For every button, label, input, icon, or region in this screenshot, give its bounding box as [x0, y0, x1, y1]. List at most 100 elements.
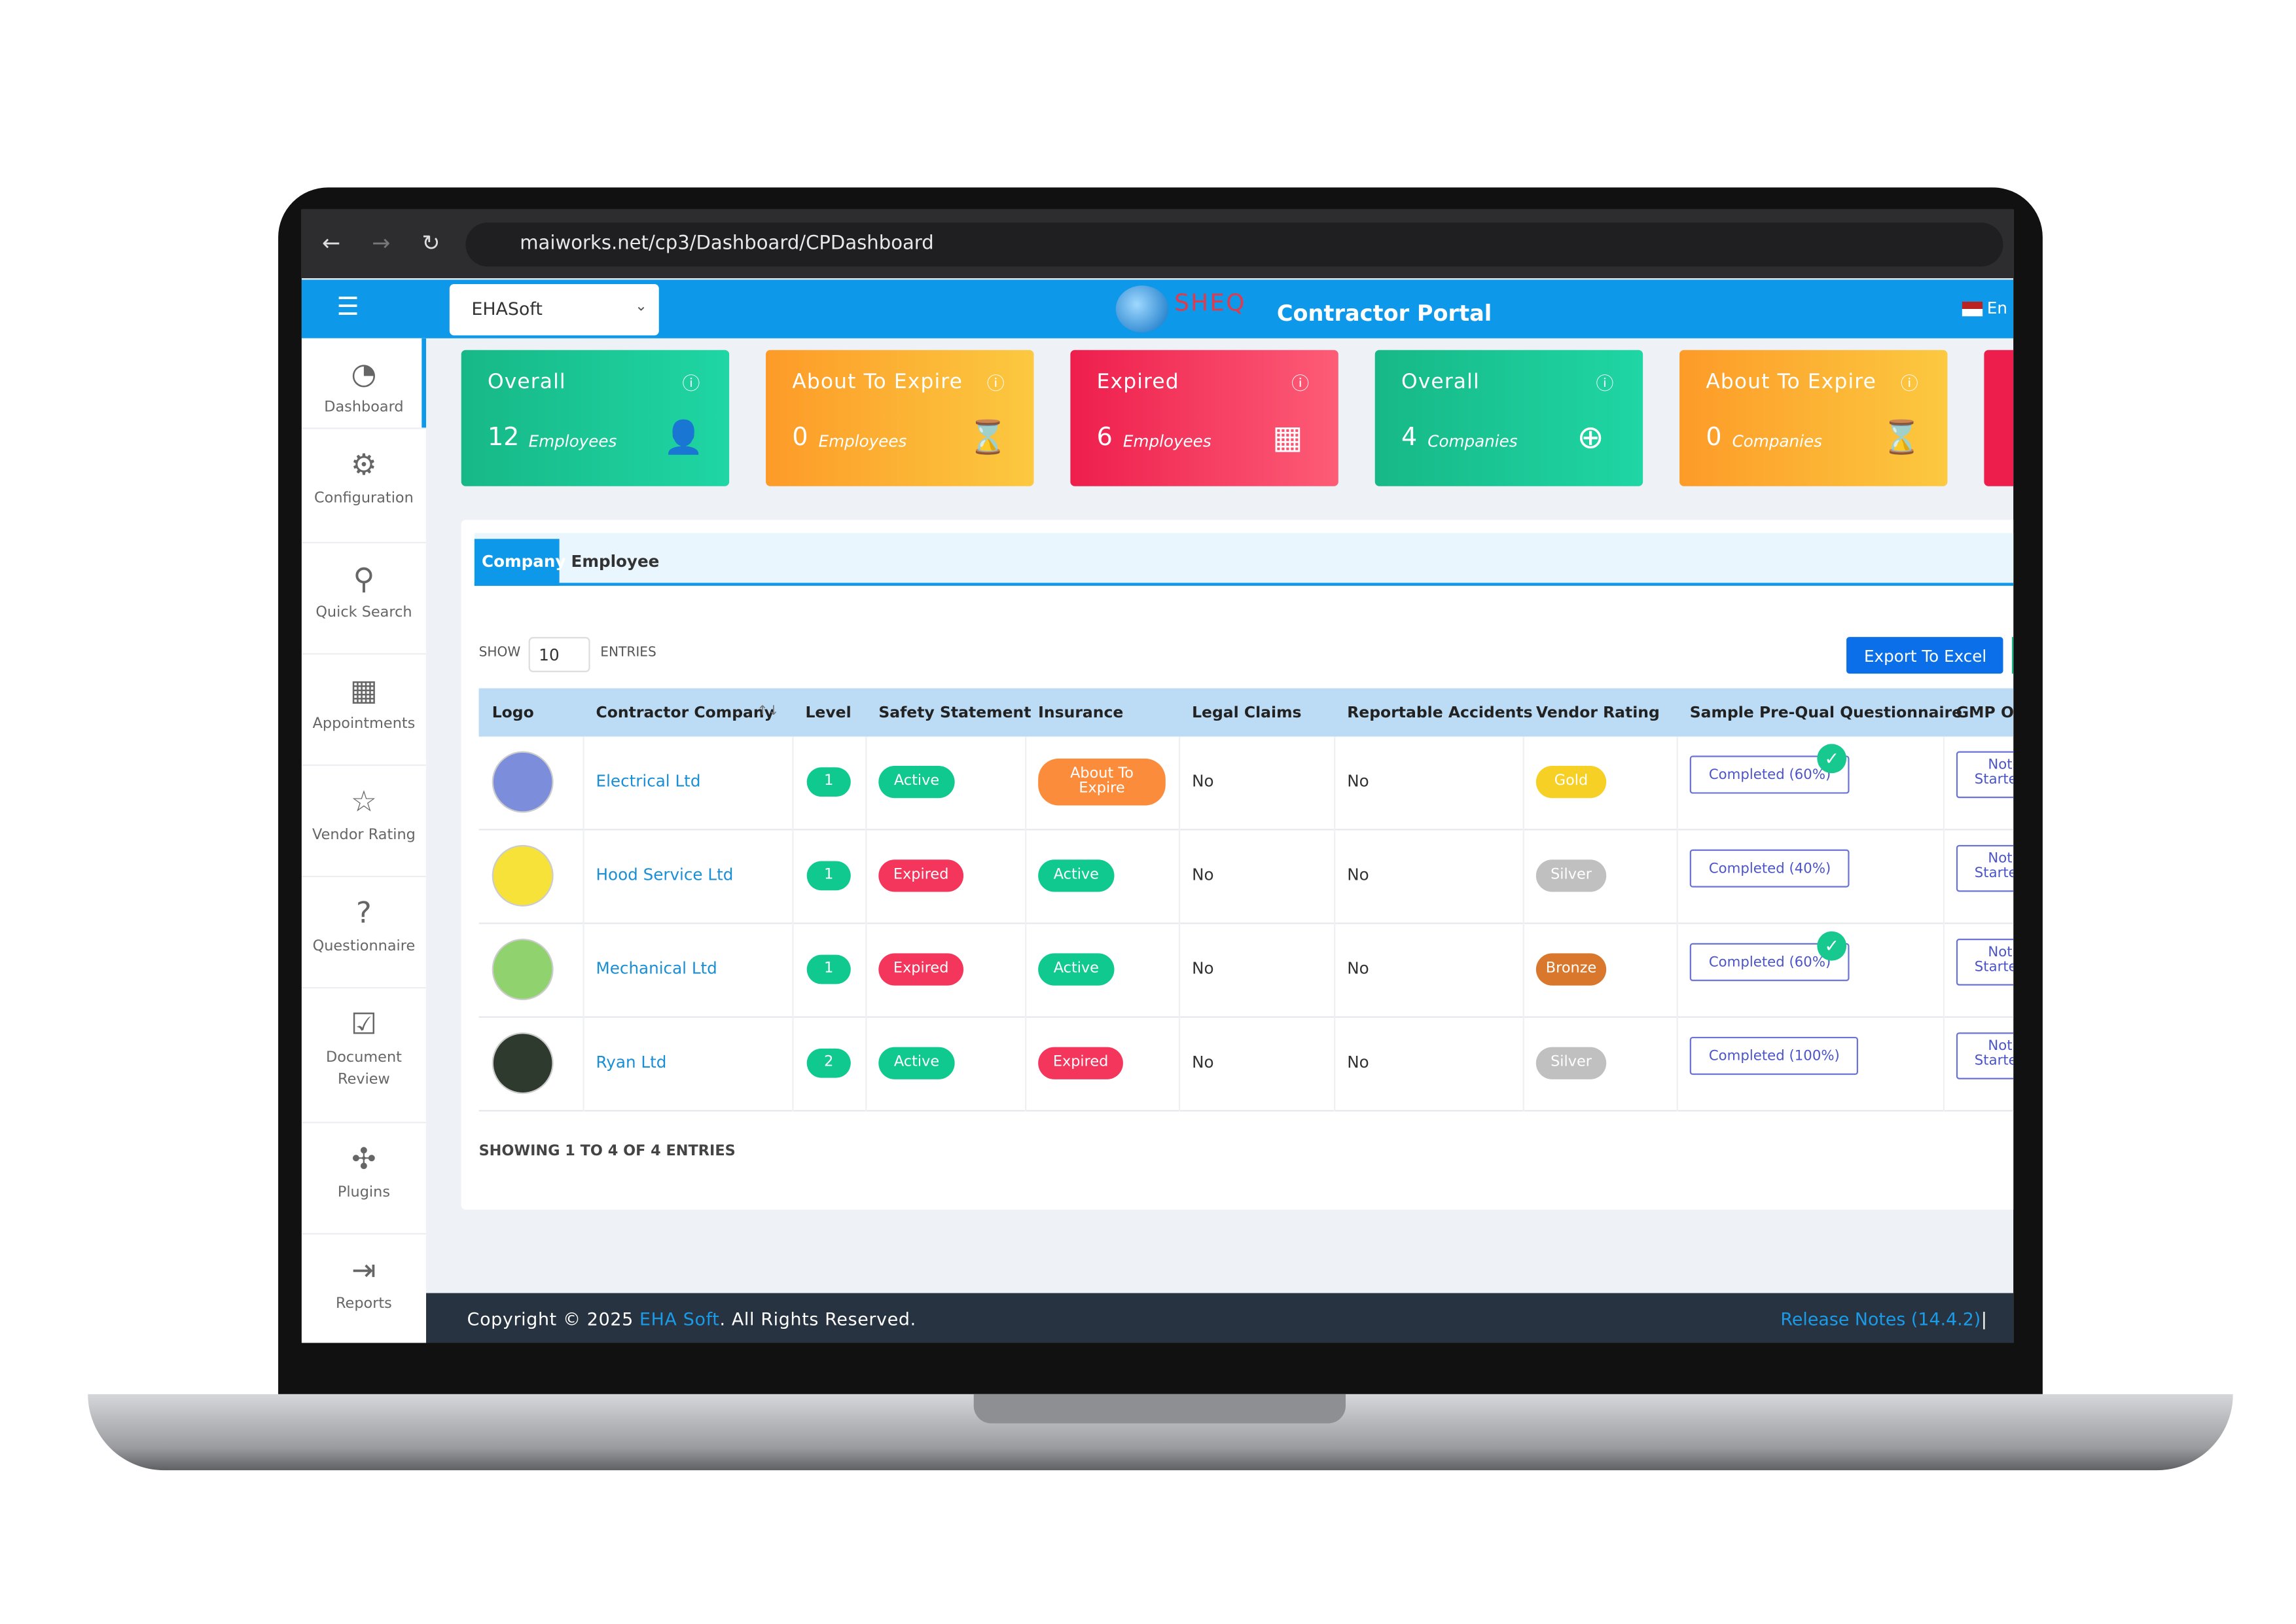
cell-divider — [1522, 736, 1524, 831]
rights: . All Rights Reserved. — [719, 1309, 916, 1330]
company-link[interactable]: EHA Soft — [639, 1309, 720, 1330]
nav-button[interactable]: ↻ — [422, 230, 440, 257]
sidebar-label: Vendor Rating — [312, 827, 416, 844]
sidebar-label: Configuration — [314, 490, 414, 507]
sidebar-item[interactable]: ✣ Plugins — [301, 1123, 427, 1235]
sidebar-item[interactable]: ⚲ Quick Search — [301, 543, 427, 655]
sidebar-item[interactable]: ☑ Document Review — [301, 988, 427, 1123]
company-link[interactable]: Hood Service Ltd — [596, 865, 734, 885]
select-text[interactable]: EHASoft — [471, 298, 543, 319]
cell-divider — [865, 736, 867, 831]
company-logo — [492, 939, 554, 1001]
entries-label: ENTRIES — [600, 645, 656, 660]
gmp-button[interactable]: Not Started — [1956, 1032, 2014, 1079]
reportable-accidents: No — [1347, 1053, 1369, 1072]
column-header[interactable]: Logo — [492, 704, 534, 722]
gmp-button[interactable]: Not Started — [1956, 939, 2014, 986]
questionnaire-button[interactable]: Completed (60%) — [1689, 755, 1850, 794]
cell-divider — [1676, 830, 1678, 924]
column-header[interactable]: Vendor Rating — [1535, 704, 1660, 722]
column-header[interactable]: Level — [805, 704, 852, 722]
column-header[interactable]: Insurance — [1038, 704, 1124, 722]
column-header[interactable]: Sample Pre-Qual Questionnaire — [1689, 704, 1963, 722]
sidebar-item[interactable]: ⚙ Configuration — [301, 429, 427, 544]
export-text[interactable]: Export To Excel — [1863, 647, 1987, 666]
company-link[interactable]: Mechanical Ltd — [596, 959, 717, 979]
column-header[interactable]: GMP OK — [1956, 704, 2014, 722]
url[interactable]: maiworks.net/cp3/Dashboard/CPDashboard — [520, 232, 934, 255]
questionnaire-button[interactable]: Completed (40%) — [1689, 849, 1850, 888]
level-badge: 1 — [806, 861, 851, 891]
export-button[interactable]: Export To Excel — [1846, 637, 2003, 674]
sidebar-item[interactable]: ▦ Appointments — [301, 655, 427, 767]
card-title: About To Expire — [1706, 370, 1876, 394]
gmp-button[interactable]: Not Started — [1956, 751, 2014, 799]
card-value: 4 — [1401, 423, 1418, 453]
card-value: 0 — [792, 423, 808, 453]
level-badge: 1 — [806, 954, 851, 984]
footer-text: Copyright © 2025 EHA Soft. All Rights Re… — [467, 1309, 916, 1329]
language[interactable]: En — [1986, 298, 2008, 318]
row-divider — [478, 922, 2014, 924]
menu-button[interactable]: ☰ — [336, 293, 359, 323]
column-header[interactable]: Safety Statement — [878, 704, 1031, 722]
reportable-accidents: No — [1347, 865, 1369, 885]
nav-button[interactable]: ← — [322, 230, 341, 257]
tab[interactable]: Employee — [571, 552, 660, 571]
nav-button[interactable]: → — [372, 230, 391, 257]
sidebar-item[interactable]: ? Questionnaire — [301, 877, 427, 989]
sidebar-icon: ? — [356, 894, 372, 930]
sidebar-label: Appointments — [312, 715, 416, 732]
stat-card[interactable]: Overall ⓘ 4 Companies ⊕ — [1374, 350, 1643, 486]
sidebar-icon: ⚙ — [350, 446, 378, 482]
logo-text: SHEQ — [1174, 288, 1246, 317]
check-icon: ✓ — [1817, 744, 1847, 774]
card-title: Overall — [487, 370, 566, 394]
cell-divider — [1676, 1017, 1678, 1112]
column-header[interactable]: Legal Claims — [1192, 704, 1302, 722]
portal-title: Contractor Portal — [1276, 300, 1492, 327]
stat-card[interactable]: Expired ⓘ 6 Employees ▦ — [1070, 350, 1338, 486]
page-size[interactable]: 10 — [528, 637, 590, 672]
sidebar-label: Questionnaire — [312, 939, 416, 955]
card-icon: ⌛ — [967, 420, 1009, 458]
sidebar-icon: ✣ — [351, 1140, 376, 1176]
separator: | — [1981, 1309, 1987, 1330]
card-title: About To Expire — [792, 370, 963, 394]
company-link[interactable]: Electrical Ltd — [596, 772, 701, 791]
card-value: 12 — [487, 423, 520, 453]
column-header[interactable]: Reportable Accidents — [1347, 704, 1533, 722]
sidebar-item[interactable]: ◔ Dashboard — [301, 338, 427, 429]
tab[interactable]: Company — [482, 552, 566, 571]
sidebar-active — [422, 338, 427, 429]
company-select[interactable]: EHASoft ⌄ — [449, 284, 659, 336]
cell-divider — [583, 924, 584, 1018]
table-panel: Company Employee SHOW 10 ENTRIES Export To Ex… — [461, 520, 2014, 1210]
cell-divider — [1943, 830, 1945, 924]
questionnaire-button[interactable]: Completed (60%) — [1689, 943, 1850, 981]
sidebar-label: Reports — [336, 1295, 392, 1312]
cell-divider — [583, 1017, 584, 1112]
card-icon: ▦ — [1272, 420, 1303, 458]
row-divider — [478, 829, 2014, 831]
sidebar-item[interactable]: ⇥ Reports — [302, 1235, 426, 1343]
safety-badge: Active — [878, 766, 955, 799]
stat-card[interactable]: About To Expire ⓘ 0 Employees ⌛ — [766, 350, 1034, 486]
flag — [1962, 301, 1983, 317]
sidebar-item[interactable]: ☆ Vendor Rating — [301, 766, 427, 878]
copyright: Copyright © 2025 — [467, 1309, 640, 1330]
column-header[interactable]: Contractor Company — [596, 704, 774, 722]
stat-card[interactable]: About To Expire ⓘ 0 Companies ⌛ — [1679, 350, 1948, 486]
stat-card[interactable]: Overall ⓘ 12 Employees 👤 — [461, 350, 730, 486]
questionnaire-button[interactable]: Completed (100%) — [1689, 1036, 1859, 1075]
release-notes[interactable]: Release Notes (14.4.2) — [1780, 1309, 1981, 1330]
gmp-button[interactable]: Not Started — [1956, 844, 2014, 892]
insurance-badge: Active — [1038, 953, 1115, 986]
card-value: 0 — [1706, 423, 1722, 453]
cell-divider — [1334, 1017, 1336, 1112]
sidebar-icon: ☆ — [350, 783, 378, 819]
reportable-accidents: No — [1347, 772, 1369, 791]
company-link[interactable]: Ryan Ltd — [596, 1053, 667, 1072]
cell-divider — [792, 924, 794, 1018]
legal-claims: No — [1192, 772, 1214, 791]
